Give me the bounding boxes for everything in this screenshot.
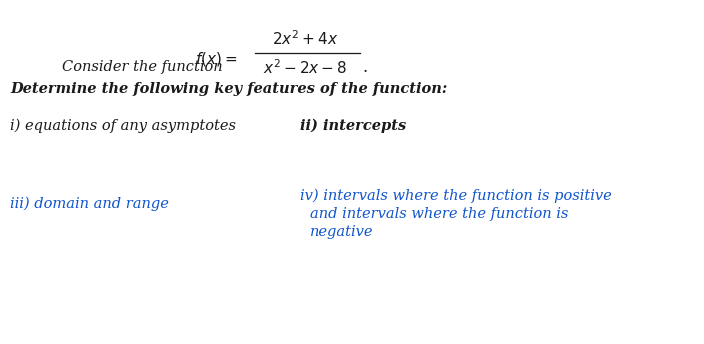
Text: $f(x)=$: $f(x)=$ [195, 50, 237, 68]
Text: i) equations of any asymptotes: i) equations of any asymptotes [10, 119, 236, 133]
Text: and intervals where the function is: and intervals where the function is [310, 207, 568, 221]
Text: .: . [363, 60, 368, 76]
Text: $x^2-2x-8$: $x^2-2x-8$ [263, 58, 347, 77]
Text: iv) intervals where the function is positive: iv) intervals where the function is posi… [300, 189, 612, 203]
Text: negative: negative [310, 225, 374, 239]
Text: Consider the function: Consider the function [62, 60, 222, 74]
Text: Determine the following key features of the function:: Determine the following key features of … [10, 82, 447, 96]
Text: ii) intercepts: ii) intercepts [300, 119, 406, 133]
Text: iii) domain and range: iii) domain and range [10, 197, 169, 211]
Text: $2x^2+4x$: $2x^2+4x$ [272, 30, 338, 49]
